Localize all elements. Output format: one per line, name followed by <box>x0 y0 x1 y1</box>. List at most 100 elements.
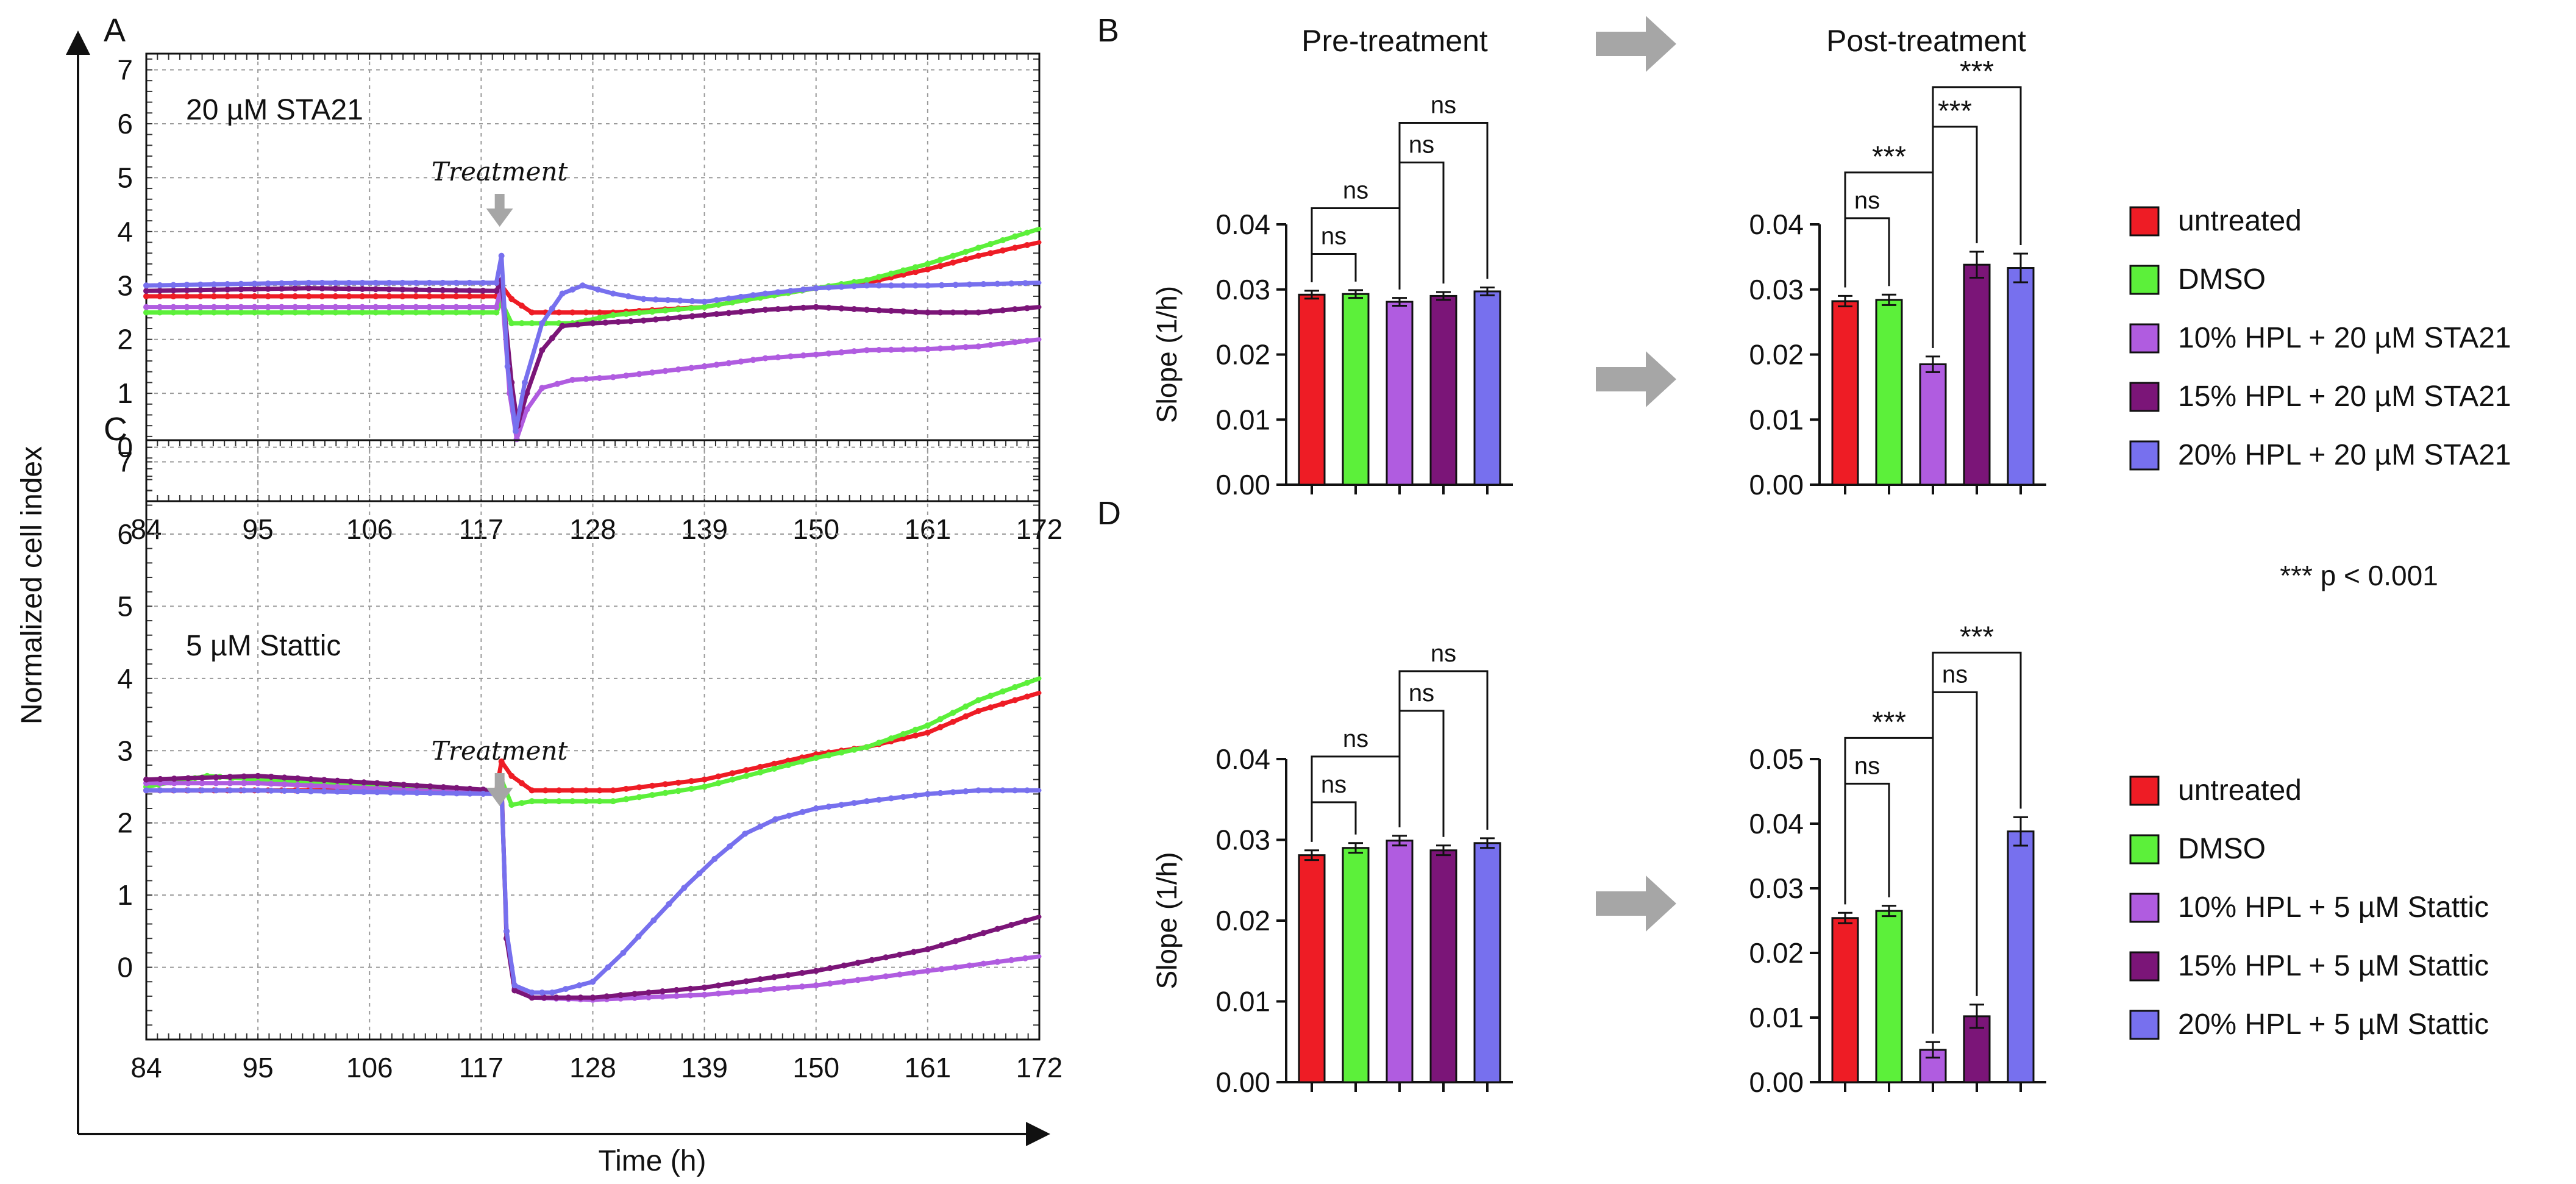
significance-bracket <box>1932 651 2022 1034</box>
series-marker <box>900 308 906 315</box>
series-marker <box>788 305 794 312</box>
series-marker <box>541 994 547 1001</box>
series-marker <box>453 304 460 310</box>
series-marker <box>838 284 845 290</box>
significance-label: ns <box>1854 187 1880 214</box>
treatment-label: Treatment <box>432 157 568 187</box>
treatment-label: Treatment <box>432 736 568 766</box>
series-marker <box>453 279 460 286</box>
series-marker <box>359 285 366 292</box>
series-marker <box>649 792 656 799</box>
series-marker <box>539 990 546 996</box>
series-marker <box>715 773 722 780</box>
series-marker <box>224 304 231 310</box>
series-marker <box>528 309 535 316</box>
series-marker <box>427 790 433 796</box>
series-marker <box>210 293 217 299</box>
series-marker <box>157 776 163 782</box>
series-marker <box>813 805 819 812</box>
pre-to-post-arrow-icon <box>1596 16 1676 72</box>
series-marker <box>292 280 299 287</box>
series-marker <box>374 780 380 786</box>
series-marker <box>785 972 791 979</box>
panel-letter-a: A <box>104 12 126 49</box>
series-marker <box>524 406 530 413</box>
series-marker <box>374 789 380 796</box>
series-marker <box>900 271 906 278</box>
series-marker <box>596 787 603 794</box>
series-marker <box>227 780 233 786</box>
series-marker <box>157 304 163 310</box>
series-marker <box>701 776 708 783</box>
series-marker <box>952 282 959 288</box>
series-marker <box>825 350 832 357</box>
y-tick-label: 2 <box>117 324 133 355</box>
series-marker <box>556 309 563 316</box>
series-marker <box>453 309 460 316</box>
series-marker <box>924 260 931 267</box>
series-marker <box>750 307 756 314</box>
series-marker <box>713 311 720 318</box>
series-marker <box>386 286 393 293</box>
bar-chart-b-pre: 0.00 0.01 0.02 0.03 0.04 Slope (1/h) ns ns ns ns <box>1151 92 1513 501</box>
series-marker <box>688 365 695 371</box>
x-tick-label: 172 <box>1016 1052 1063 1083</box>
series-marker <box>294 782 301 788</box>
series-marker <box>675 779 681 786</box>
series-marker <box>268 780 274 787</box>
series-marker <box>556 787 563 794</box>
series-marker <box>652 296 659 303</box>
series-marker <box>251 293 258 299</box>
series-marker <box>1024 693 1031 700</box>
series-marker <box>659 988 666 994</box>
series-marker <box>975 252 982 259</box>
series-marker <box>197 304 204 310</box>
series-marker <box>268 774 274 780</box>
series-marker <box>729 770 736 777</box>
series-marker <box>579 282 586 289</box>
series-marker <box>688 778 695 785</box>
significance-bracket <box>1932 86 2022 348</box>
series-marker <box>493 288 500 294</box>
series-marker <box>912 732 919 739</box>
series-marker <box>574 321 581 328</box>
series-marker <box>924 309 931 316</box>
series-marker <box>975 787 982 794</box>
series-marker <box>640 317 647 324</box>
series-marker <box>426 279 433 286</box>
series-marker <box>771 985 778 992</box>
significance-bracket <box>1311 801 1357 842</box>
series-marker <box>677 314 683 321</box>
series-marker <box>729 776 736 783</box>
series-marker <box>750 357 756 363</box>
series-marker <box>610 798 616 805</box>
series-marker <box>278 309 285 316</box>
series-marker <box>539 347 546 354</box>
significance-label: ns <box>1431 92 1456 119</box>
series-marker <box>265 293 271 299</box>
series-marker <box>440 784 447 791</box>
series-marker <box>673 986 680 993</box>
plot-frame <box>145 439 1041 1041</box>
y-tick-label: 0.01 <box>1215 986 1270 1018</box>
legend-label: 15% HPL + 20 µM STA21 <box>2178 380 2511 413</box>
series-marker <box>466 293 473 299</box>
series-marker <box>183 304 190 310</box>
significance-bracket <box>1398 670 1489 830</box>
series-marker <box>238 293 244 299</box>
series-marker <box>347 778 354 785</box>
y-tick-label: 0.01 <box>1749 404 1804 435</box>
series-marker <box>454 790 460 797</box>
series-marker <box>143 309 149 316</box>
y-tick-label: 3 <box>117 269 133 301</box>
series-marker <box>937 345 944 352</box>
series-marker <box>426 293 433 299</box>
series-marker <box>528 320 535 327</box>
series-marker <box>549 335 555 341</box>
series-marker <box>924 791 931 797</box>
series-marker <box>962 788 969 794</box>
series-marker <box>729 980 736 986</box>
series-marker <box>346 279 352 286</box>
